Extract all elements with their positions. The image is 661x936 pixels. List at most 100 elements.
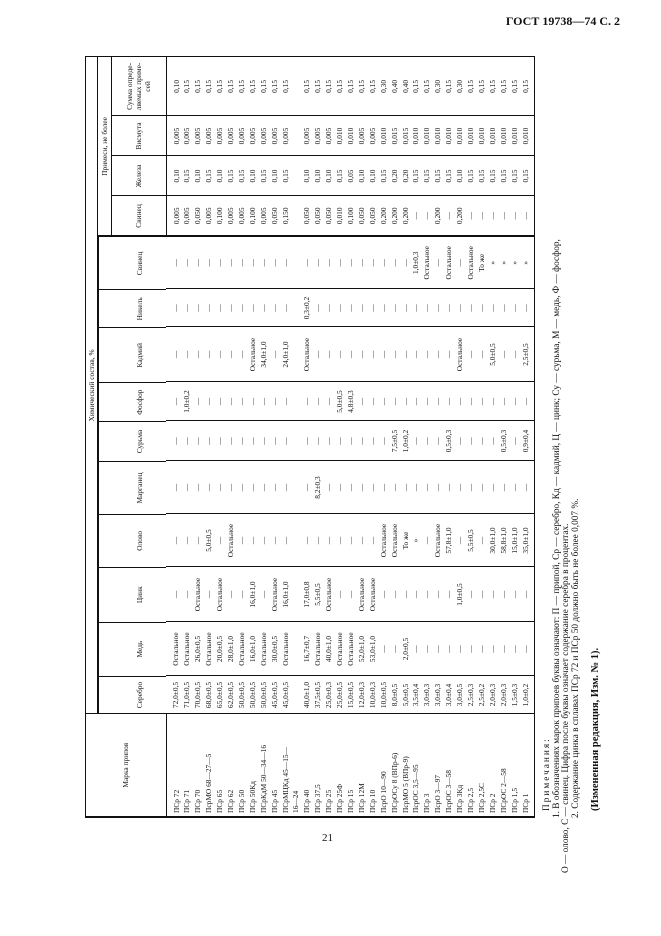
value-cell: 0,15 — [411, 56, 423, 116]
value-cell: — — [487, 461, 499, 514]
value-cell: — — [247, 421, 259, 461]
value-cell: 0,005 — [280, 116, 303, 156]
value-cell: Остальное — [182, 622, 194, 676]
value-cell: 0,150 — [280, 196, 303, 236]
table-row: ПСр 15 15,0±0,5 Остальное — — — —4,8±0,3— — —0,1… — [346, 56, 357, 817]
value-cell: 0,010 — [335, 116, 346, 156]
value-cell: — — [204, 382, 216, 421]
value-cell: 0,15 — [444, 156, 456, 196]
value-cell: 0,050 — [193, 196, 205, 236]
column-header: Серебро — [98, 675, 166, 714]
table-row: ПСр 2,5 2,5±0,3— —5,5±0,5— — — — — Остальное —0,… — [465, 56, 477, 817]
grade-name: ПСр 65 — [215, 789, 225, 813]
column-header: Кадмий — [98, 327, 166, 383]
table-row: ПСр 50 50,0±0,5 Остальное — — — — — — — —0,005 0,15… — [236, 56, 248, 817]
value-cell: 0,15 — [182, 56, 194, 116]
value-cell: 40,0±1,0 — [324, 622, 336, 676]
value-cell: — — [378, 421, 390, 461]
value-cell: 0,005 — [226, 116, 237, 156]
value-cell: — — [280, 289, 303, 327]
value-cell: — — [226, 421, 237, 461]
grade-cell: ПСр 3 — [422, 714, 434, 817]
value-cell: 0,005 — [367, 116, 379, 156]
table-row: ПСр 1 1,0±0,2— —35,0±1,0—0,9±0,4—2,5±0,5—»… — [520, 56, 535, 817]
value-cell: — — [258, 289, 270, 327]
value-cell: — — [215, 514, 227, 567]
value-cell: — — [422, 382, 434, 421]
value-cell: — — [520, 622, 535, 676]
value-cell: Остальное — [258, 622, 270, 676]
value-cell: 0,15 — [335, 156, 346, 196]
grade-cell: ПСрКдМ 50—34—16 — [258, 714, 270, 817]
value-cell: 0,15 — [302, 56, 314, 116]
value-cell: » — [411, 514, 423, 567]
value-cell: Остальное — [433, 514, 445, 567]
value-cell: 0,15 — [236, 156, 248, 196]
value-cell: Остальное — [356, 567, 368, 622]
value-cell: — — [247, 382, 259, 421]
value-cell: — — [487, 196, 499, 236]
value-cell: — — [465, 461, 477, 514]
value-cell: 72,0±0,5 — [166, 676, 183, 714]
value-cell: — — [313, 382, 325, 421]
value-cell: 40,0±1,0 — [302, 676, 314, 714]
value-cell: — — [411, 567, 423, 622]
value-cell: 26,0±0,5 — [193, 622, 205, 676]
value-cell: 25,0±0,5 — [335, 676, 346, 714]
value-cell: 24,0±1,0 — [280, 327, 303, 382]
value-cell: — — [313, 289, 325, 327]
value-cell: 68,0±0,5 — [204, 676, 216, 714]
value-cell: — — [204, 421, 216, 461]
value-cell: 3,0±0,4 — [444, 676, 456, 714]
value-cell: 0,10 — [193, 156, 205, 196]
value-cell: 0,15 — [215, 56, 227, 116]
value-cell: 50,0±0,5 — [258, 676, 270, 714]
value-cell: — — [520, 382, 535, 421]
value-cell: — — [313, 327, 325, 382]
value-cell: — — [367, 327, 379, 382]
value-cell: — — [389, 622, 401, 676]
value-cell: — — [269, 327, 281, 382]
grade-cell: ПСр 2,5С — [476, 714, 488, 817]
value-cell: — — [335, 236, 346, 289]
table-row: ПСр 2 2,0±0,3— —30,0±1,0— — —5,0±0,5—» —0,15 0… — [487, 56, 499, 817]
grade-cell: ПСр 62 — [226, 714, 237, 817]
value-cell: 0,15 — [280, 56, 303, 116]
value-cell: — — [465, 567, 477, 622]
value-cell: — — [455, 514, 466, 567]
column-header: Висмута — [111, 116, 166, 156]
value-cell: 0,5±0,3 — [444, 421, 456, 461]
value-cell: Остальное — [422, 236, 434, 289]
value-cell: — — [313, 514, 325, 567]
note-2: 2. Содержание цинка в сплавах ПСр 72 и П… — [570, 498, 581, 818]
value-cell: — — [465, 327, 477, 382]
value-cell: — — [269, 289, 281, 327]
value-cell: 0,15 — [236, 56, 248, 116]
value-cell: 15,0±0,5 — [346, 676, 357, 714]
value-cell: — — [236, 236, 248, 289]
grade-cell: ПСр 25Ф — [335, 714, 346, 817]
value-cell: — — [247, 236, 259, 289]
value-cell: — — [236, 567, 248, 622]
value-cell: 0,050 — [356, 196, 368, 236]
value-cell: — — [476, 382, 488, 421]
value-cell: 0,200 — [378, 196, 390, 236]
value-cell: — — [236, 289, 248, 327]
value-cell: 0,010 — [465, 116, 477, 156]
value-cell: — — [346, 567, 357, 622]
value-cell: — — [166, 461, 183, 514]
value-cell: — — [324, 461, 336, 514]
value-cell: — — [324, 514, 336, 567]
value-cell: 5,5±0,5 — [313, 567, 325, 622]
value-cell: 0,15 — [422, 156, 434, 196]
value-cell: 0,05 — [346, 156, 357, 196]
table-row: ПСр 71 71,0±0,5 Остальное — — — —1,0±0,2— — —0,0… — [182, 56, 194, 817]
value-cell: 0,050 — [269, 196, 281, 236]
value-cell: » — [487, 236, 499, 289]
value-cell: Остальное — [389, 514, 401, 567]
value-cell: 17,0±0,8 — [302, 567, 314, 622]
value-cell: 0,15 — [476, 156, 488, 196]
grade-cell: ПСр 2 — [487, 714, 499, 817]
header-impurities: Примеси, не более — [97, 56, 112, 236]
value-cell: — — [166, 514, 183, 567]
